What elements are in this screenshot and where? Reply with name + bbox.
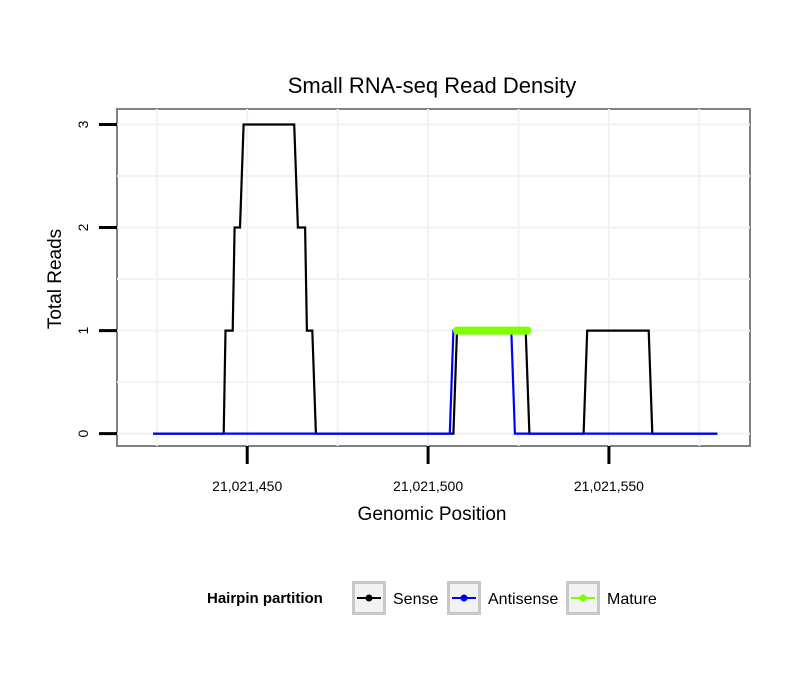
y-axis-label: Total Reads: [45, 229, 66, 329]
x-tick-label: 21,021,450: [212, 478, 282, 494]
legend-key-dot: [579, 594, 587, 602]
legend-label: Sense: [393, 591, 438, 608]
legend-title: Hairpin partition: [207, 590, 323, 607]
y-tick-label: 1: [75, 326, 91, 334]
x-axis-label: Genomic Position: [358, 504, 507, 525]
legend-key-dot: [460, 594, 468, 602]
y-tick-label: 0: [75, 430, 91, 438]
y-tick-label: 3: [75, 120, 91, 128]
x-tick-label: 21,021,550: [574, 478, 644, 494]
series-line-sense: [153, 123, 718, 435]
legend-label: Mature: [607, 591, 657, 608]
axes: 0 1 2 3 21,021,450 21,021,500 21,021,550: [75, 120, 644, 494]
legend-label: Antisense: [488, 591, 558, 608]
legend-item-mature: Mature: [566, 581, 657, 615]
y-tick-label: 2: [75, 223, 91, 231]
legend-key-dot: [365, 594, 373, 602]
plot-panel: [116, 108, 751, 447]
data-series: [153, 123, 718, 435]
chart-title: Small RNA-seq Read Density: [288, 73, 577, 98]
x-tick-label: 21,021,500: [393, 478, 463, 494]
legend: Hairpin partition Sense Antisense Mature: [207, 581, 657, 615]
legend-item-antisense: Antisense: [447, 581, 558, 615]
legend-item-sense: Sense: [352, 581, 438, 615]
